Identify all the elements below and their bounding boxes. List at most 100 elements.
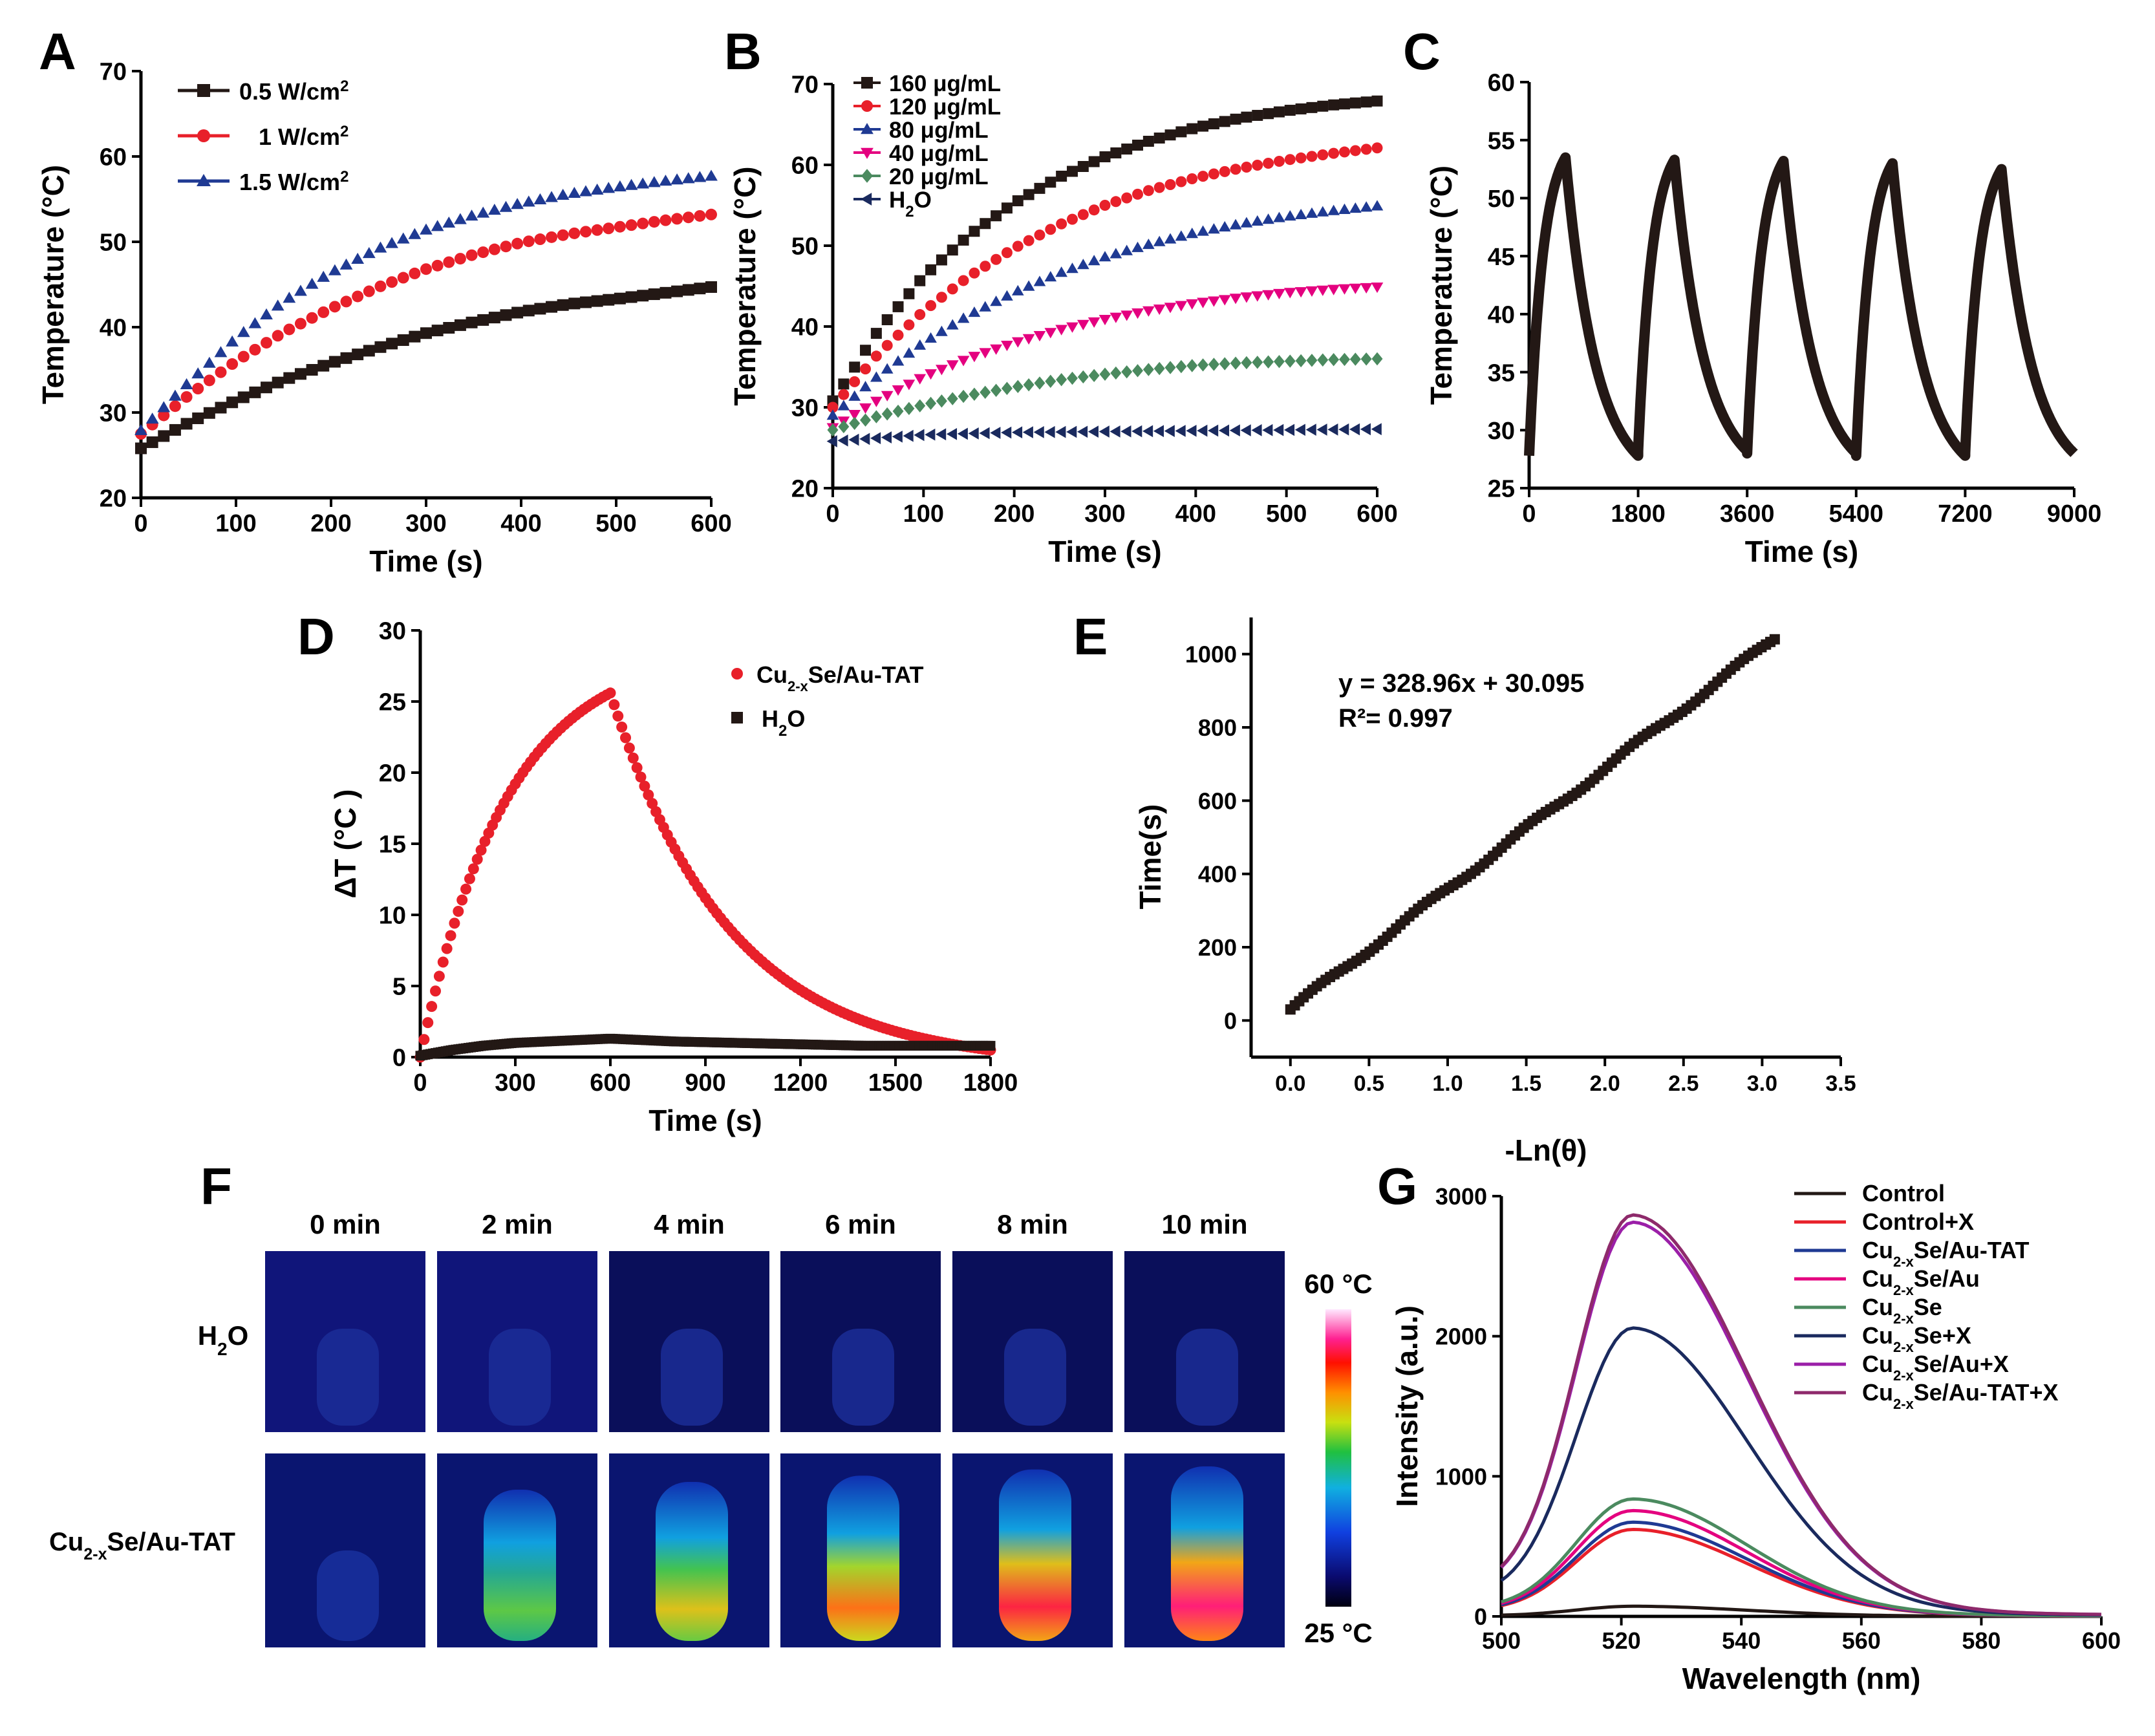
data-point: [317, 270, 330, 282]
data-point: [1251, 291, 1264, 302]
data-point: [1066, 263, 1078, 273]
data-point: [979, 348, 992, 359]
data-point: [903, 402, 915, 416]
y-tick-label: 55: [1488, 127, 1515, 155]
data-point: [914, 309, 926, 321]
data-point: [1132, 188, 1144, 200]
panel-letter-g: G: [1377, 1157, 1418, 1215]
x-axis-title: Wavelength (nm): [1682, 1662, 1921, 1695]
data-point: [870, 328, 882, 339]
spectrum-line: [1501, 1497, 2101, 1618]
data-point: [1001, 426, 1012, 439]
data-point: [1371, 95, 1383, 107]
data-point: [1294, 287, 1307, 298]
data-point: [215, 366, 227, 378]
x-tick-label: 300: [1084, 500, 1125, 528]
data-point: [1175, 230, 1188, 241]
data-point: [1186, 424, 1197, 437]
data-point: [1284, 354, 1296, 368]
data-point: [449, 917, 460, 929]
series-3: [826, 282, 1384, 434]
data-point: [1142, 306, 1155, 317]
y-axis-title: ΔT (°C ): [328, 789, 362, 899]
data-point: [1153, 182, 1165, 193]
data-point: [925, 396, 937, 411]
data-point: [1110, 248, 1122, 259]
data-point: [1241, 111, 1252, 123]
data-point: [408, 228, 422, 239]
data-point: [1001, 341, 1013, 352]
legend-marker: [197, 129, 210, 142]
data-point: [623, 742, 635, 754]
data-point: [237, 391, 250, 403]
data-point: [454, 319, 466, 331]
time-label: 4 min: [654, 1209, 725, 1239]
data-point: [1273, 354, 1285, 369]
y-tick-label: 0: [1224, 1007, 1237, 1034]
data-point: [1077, 425, 1088, 438]
data-point: [294, 368, 306, 380]
data-point: [892, 404, 904, 418]
data-point: [374, 241, 387, 253]
data-point: [892, 430, 903, 443]
data-point: [477, 246, 489, 259]
data-point: [612, 710, 624, 722]
data-point: [430, 985, 442, 997]
data-point: [1001, 247, 1013, 259]
data-point: [1110, 196, 1122, 208]
y-tick-label: 30: [100, 400, 127, 427]
data-point: [1305, 207, 1318, 218]
data-point: [1328, 99, 1340, 111]
data-point: [1338, 98, 1350, 110]
data-point: [568, 227, 581, 239]
data-point: [146, 436, 158, 448]
y-axis-title: Temperature (°C): [36, 165, 70, 404]
data-point: [603, 222, 615, 235]
data-point: [397, 334, 409, 347]
series-4: [827, 352, 1383, 437]
data-point: [859, 433, 870, 445]
data-point: [614, 220, 626, 233]
data-point: [1132, 140, 1144, 151]
data-point: [499, 200, 513, 212]
x-tick-label: 3.5: [1825, 1071, 1856, 1096]
data-point: [1164, 233, 1177, 244]
data-point: [860, 363, 872, 375]
data-point: [1044, 328, 1057, 339]
data-point: [903, 380, 916, 391]
data-point: [914, 374, 927, 385]
legend-marker: [861, 77, 873, 89]
data-point: [1218, 220, 1231, 231]
data-point: [1142, 363, 1154, 376]
x-tick-label: 3.0: [1747, 1071, 1777, 1096]
data-point: [968, 306, 981, 317]
y-tick-label: 20: [100, 486, 127, 513]
data-point: [625, 219, 638, 231]
data-point: [1033, 275, 1046, 286]
data-point: [659, 214, 672, 226]
data-point: [479, 835, 491, 847]
y-tick-label: 40: [1488, 302, 1515, 329]
data-point: [849, 361, 861, 373]
data-point: [827, 423, 839, 437]
data-point: [351, 252, 365, 264]
legend: 0.5 W/cm2 1 W/cm2 1.5 W/cm2: [178, 78, 348, 195]
y-tick-label: 5: [392, 974, 406, 1001]
data-point: [1327, 423, 1338, 436]
data-point: [214, 346, 228, 358]
data-point: [1197, 171, 1209, 182]
data-point: [511, 306, 524, 319]
data-point: [294, 284, 307, 296]
data-point: [522, 305, 535, 317]
series-0: [135, 281, 717, 455]
data-point: [848, 390, 861, 401]
data-point: [705, 169, 718, 181]
data-point: [925, 264, 937, 275]
y-tick-label: 50: [791, 233, 819, 261]
data-point: [1045, 177, 1056, 188]
data-point: [328, 301, 341, 313]
data-point: [1142, 185, 1154, 197]
data-point: [1175, 301, 1188, 312]
data-point: [1338, 203, 1351, 214]
data-point: [475, 844, 487, 856]
